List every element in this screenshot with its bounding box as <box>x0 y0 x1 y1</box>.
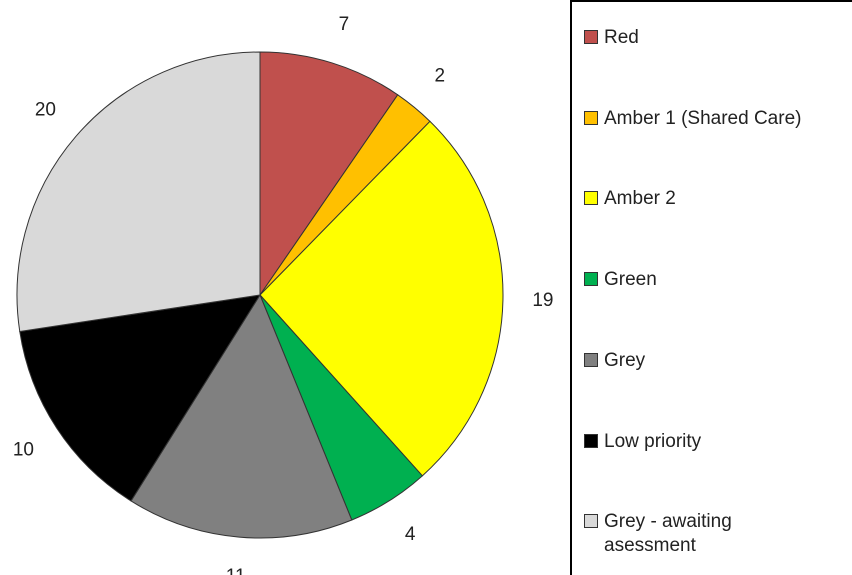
pie-slice <box>259 120 504 477</box>
data-label: 10 <box>13 439 34 460</box>
legend-label: Red <box>604 27 639 48</box>
legend: Red Amber 1 (Shared Care) Amber 2 Green Grey… <box>570 0 852 575</box>
pie-slice <box>130 293 353 539</box>
legend-label: Amber 1 (Shared Care) <box>604 107 802 129</box>
legend-swatch <box>584 433 598 448</box>
pie-slice <box>16 51 261 333</box>
legend-item: Red <box>584 26 639 50</box>
pie-slice <box>19 294 262 502</box>
legend-swatch <box>584 272 598 287</box>
pie-slice <box>259 51 399 297</box>
legend-swatch <box>584 514 598 529</box>
data-label: 7 <box>339 14 350 35</box>
data-label: 19 <box>532 290 553 311</box>
legend-item: Green <box>584 268 657 292</box>
legend-swatch <box>584 352 598 367</box>
legend-item: Grey - awaiting asessment <box>584 510 819 558</box>
legend-label: Grey <box>604 349 646 371</box>
legend-label: Low priority <box>604 430 702 452</box>
legend-item: Low priority <box>584 430 701 454</box>
data-label: 4 <box>405 524 416 545</box>
legend-item: Grey <box>584 349 645 373</box>
legend-swatch <box>584 30 598 44</box>
legend-item: Amber 2 <box>584 187 676 211</box>
legend-swatch <box>584 191 598 206</box>
legend-label: Grey - awaiting asessment <box>604 511 732 557</box>
data-label: 20 <box>35 100 56 121</box>
data-label: 11 <box>226 566 246 575</box>
pie-chart: 7 2 19 4 11 10 20 <box>13 14 554 575</box>
legend-label: Green <box>604 269 657 291</box>
legend-item: Amber 1 (Shared Care) <box>584 107 801 131</box>
legend-swatch <box>584 110 598 125</box>
data-label: 2 <box>435 65 446 86</box>
legend-label: Amber 2 <box>604 188 676 210</box>
